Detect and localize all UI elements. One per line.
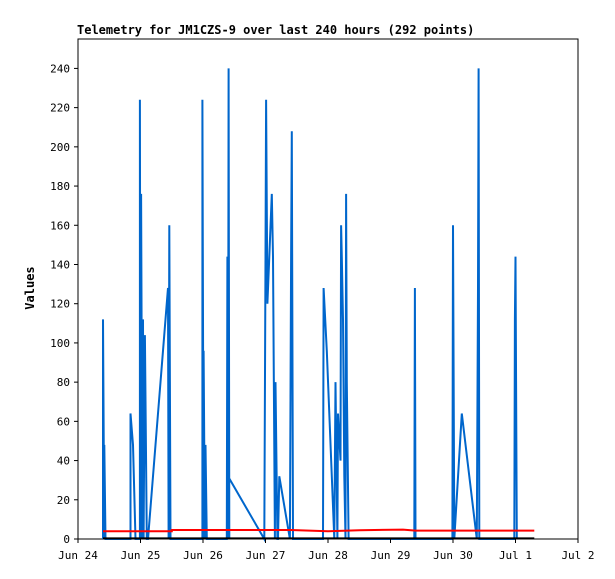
y-tick-label-6: 120 xyxy=(50,298,70,311)
x-tick-label-3: Jun 27 xyxy=(246,549,286,562)
y-tick-label-8: 160 xyxy=(50,219,70,232)
x-tick-label-6: Jun 30 xyxy=(433,549,473,562)
y-axis-label: Values xyxy=(23,266,37,309)
series-line-1 xyxy=(103,528,535,533)
y-tick-label-2: 40 xyxy=(57,455,70,468)
y-tick-label-0: 0 xyxy=(63,533,70,546)
x-tick-label-0: Jun 24 xyxy=(58,549,98,562)
y-tick-label-1: 20 xyxy=(57,494,70,507)
chart-title: Telemetry for JM1CZS-9 over last 240 hou… xyxy=(77,23,474,37)
y-tick-label-9: 180 xyxy=(50,180,70,193)
y-tick-label-11: 220 xyxy=(50,102,70,115)
y-tick-label-12: 240 xyxy=(50,62,70,75)
y-tick-label-4: 80 xyxy=(57,376,70,389)
x-tick-label-2: Jun 26 xyxy=(183,549,223,562)
axis-ticks: 0 20 40 60 80 100 120 140 160 180 200 220 240 Jun 24 J… xyxy=(50,62,594,562)
chart-marks xyxy=(102,68,535,543)
x-tick-label-4: Jun 28 xyxy=(308,549,348,562)
series-line-0 xyxy=(102,68,518,543)
y-tick-label-7: 140 xyxy=(50,258,70,271)
y-tick-label-10: 200 xyxy=(50,141,70,154)
x-tick-label-5: Jun 29 xyxy=(371,549,411,562)
x-tick-label-1: Jun 25 xyxy=(121,549,161,562)
y-tick-label-3: 60 xyxy=(57,415,70,428)
y-tick-label-5: 100 xyxy=(50,337,70,350)
x-tick-label-8: Jul 2 xyxy=(561,549,594,562)
x-tick-label-7: Jul 1 xyxy=(499,549,532,562)
